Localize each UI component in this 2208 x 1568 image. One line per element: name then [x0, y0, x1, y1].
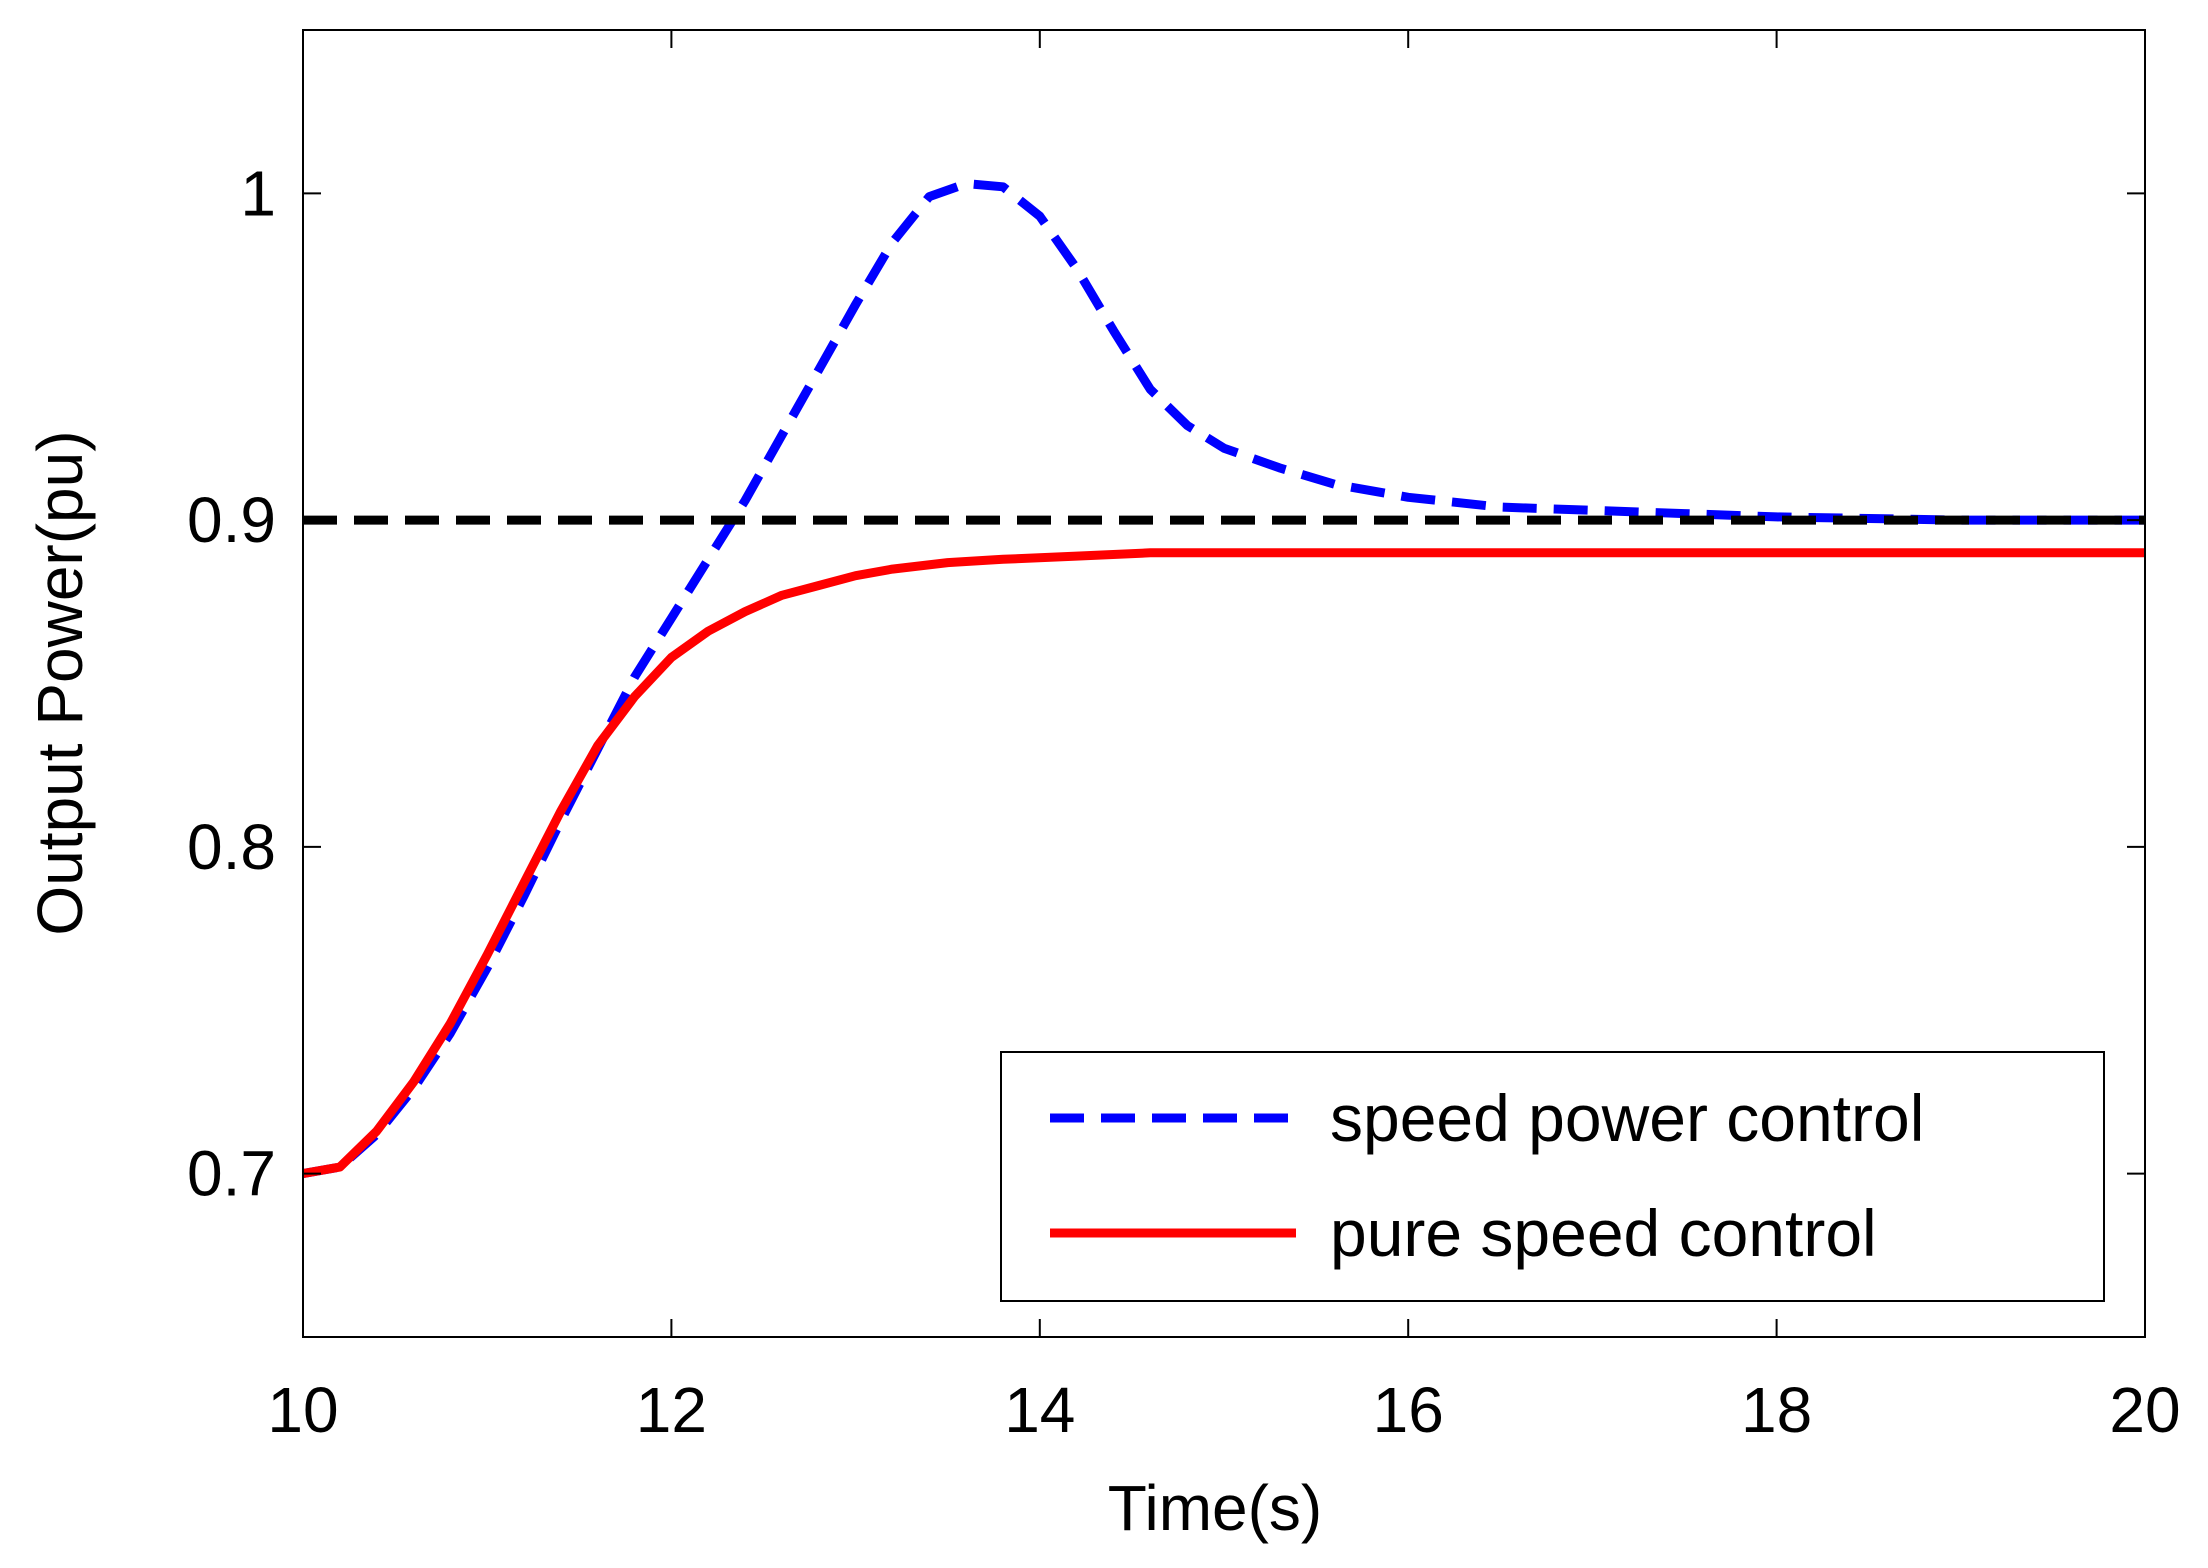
x-axis-label: Time(s) [1108, 1472, 1322, 1544]
x-tick-label: 16 [1373, 1374, 1444, 1446]
series-layer [302, 179, 2145, 1179]
x-tick-label: 18 [1741, 1374, 1812, 1446]
y-tick-label: 0.7 [187, 1138, 276, 1210]
legend-label-pure-speed-control: pure speed control [1330, 1196, 1877, 1270]
series-line-speed-power-control [302, 179, 2145, 1179]
series-line-pure-speed-control [302, 548, 2145, 1179]
plot-frame [302, 29, 2146, 1338]
x-tick-label: 10 [267, 1374, 338, 1446]
x-axis-ticks: 10 12 14 16 18 20 [267, 30, 2181, 1446]
y-tick-label: 0.9 [187, 484, 276, 556]
legend-label-speed-power-control: speed power control [1330, 1081, 1924, 1155]
x-tick-label: 12 [636, 1374, 707, 1446]
y-tick-label: 0.8 [187, 811, 276, 883]
x-tick-label: 14 [1004, 1374, 1075, 1446]
x-tick-label: 20 [2109, 1374, 2180, 1446]
y-axis-label: Output Power(pu) [24, 430, 96, 935]
y-tick-label: 1 [240, 157, 276, 229]
legend-box [1000, 1051, 2105, 1302]
y-axis-ticks: 0.7 0.8 0.9 1 [187, 157, 2145, 1210]
legend: speed power control pure speed control [1000, 1051, 2105, 1302]
